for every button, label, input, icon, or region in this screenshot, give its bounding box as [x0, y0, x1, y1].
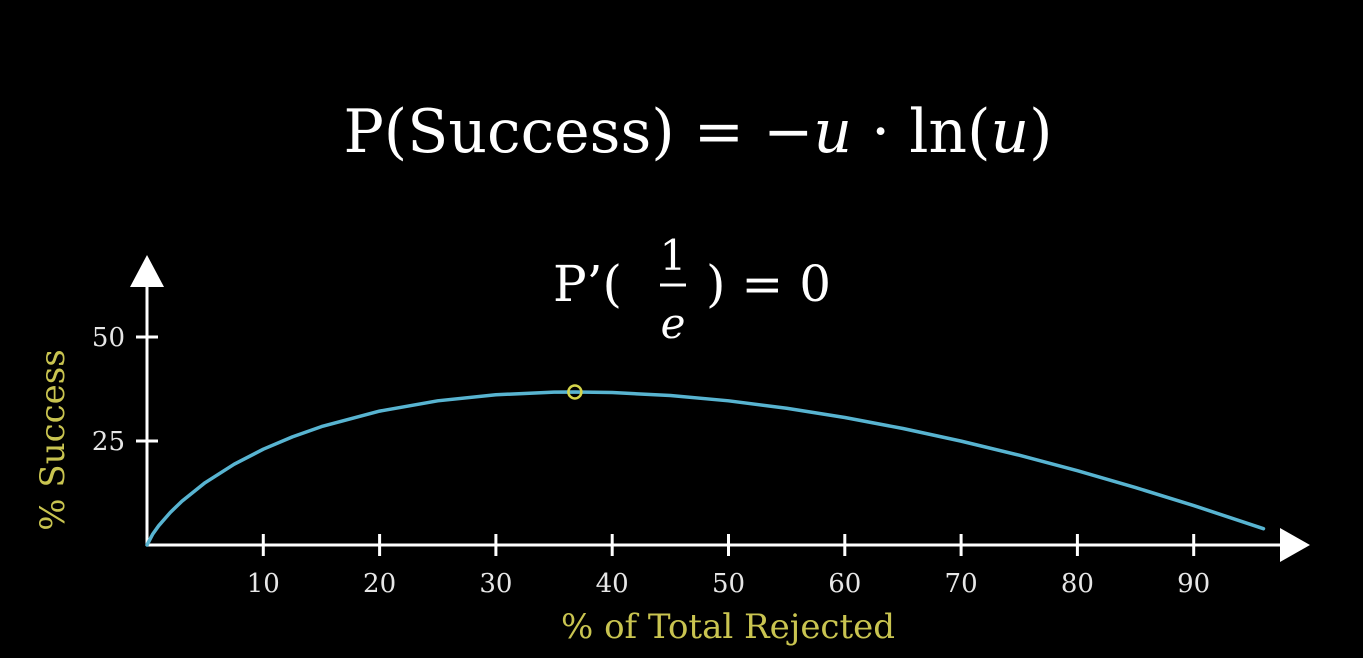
derivative-denominator: e	[661, 299, 686, 348]
x-tick-label: 40	[596, 569, 629, 599]
y-ticks: 25 50	[92, 323, 158, 457]
equation-main-prefix: P(Success) = −	[343, 97, 813, 167]
x-tick-label: 80	[1061, 569, 1094, 599]
derivative-suffix: ) = 0	[706, 255, 831, 313]
derivative-prefix: P’(	[553, 255, 622, 313]
y-tick-label: 50	[92, 323, 125, 353]
y-axis-title: % Success	[33, 349, 73, 530]
x-ticks: 10 20 30 40 50 60 70 80 90	[247, 534, 1210, 599]
equation-main-var-u2: u	[990, 97, 1029, 167]
x-tick-label: 70	[945, 569, 978, 599]
success-curve	[145, 390, 1266, 547]
x-tick-label: 30	[479, 569, 512, 599]
x-tick-label: 50	[712, 569, 745, 599]
equation-main-dot-ln: · ln(	[852, 97, 990, 167]
equation-main-var-u1: u	[813, 97, 852, 167]
equation-main-suffix: )	[1029, 97, 1052, 167]
equation-main: P(Success) = −u · ln(u)	[343, 97, 1052, 167]
x-tick-label: 10	[247, 569, 280, 599]
x-tick-label: 60	[828, 569, 861, 599]
x-axis-title: % of Total Rejected	[561, 607, 895, 647]
equation-derivative: P’( 1 e ) = 0	[553, 231, 831, 348]
x-axis-arrow-icon	[1280, 528, 1310, 562]
y-tick-label: 25	[92, 427, 125, 457]
x-tick-label: 20	[363, 569, 396, 599]
y-axis-arrow-icon	[130, 255, 164, 287]
x-tick-label: 90	[1177, 569, 1210, 599]
max-point-marker	[567, 384, 583, 400]
derivative-numerator: 1	[660, 231, 687, 280]
